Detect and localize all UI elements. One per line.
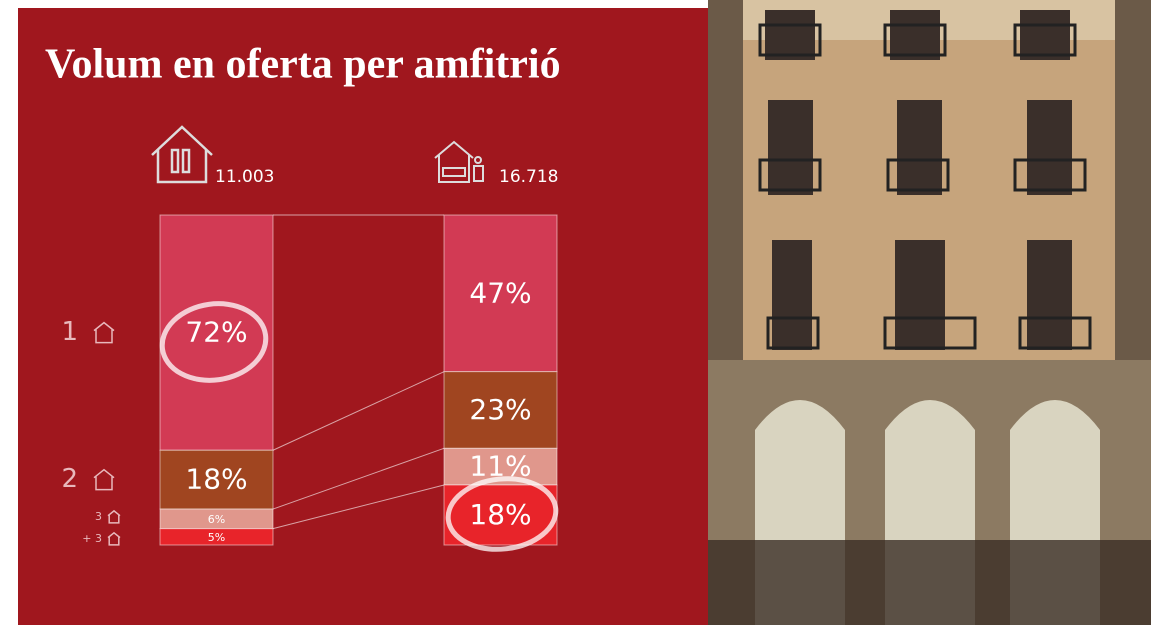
series-name: 2 (61, 464, 78, 494)
series-name: + 3 (82, 532, 102, 545)
bar-segment (443, 214, 558, 373)
value-label: 72% (185, 316, 247, 349)
value-label: 47% (469, 276, 531, 309)
value-label: 23% (469, 393, 531, 426)
total-label: 16.718 (499, 167, 558, 187)
row-icon (93, 321, 115, 344)
photo (708, 0, 1151, 625)
series-name: 3 (95, 510, 102, 523)
bar-segment (159, 528, 274, 546)
offer-icon (434, 140, 484, 183)
title: Volum en oferta per amfitrió (45, 42, 561, 88)
panel (18, 8, 708, 625)
value-label: 6% (208, 513, 225, 526)
value-label: 18% (469, 498, 531, 531)
series-name: 1 (61, 317, 78, 347)
bar-segment (159, 449, 274, 510)
connector (272, 447, 445, 510)
row-icon (93, 468, 115, 491)
value-label: 18% (185, 463, 247, 496)
row-icon (107, 509, 121, 524)
highlight-circle (445, 476, 559, 552)
bar-segment (159, 214, 274, 451)
highlight-circle (159, 301, 269, 383)
value-label: 5% (208, 531, 225, 544)
host-icon (151, 125, 213, 184)
connector (272, 484, 445, 530)
row-icon (107, 531, 121, 546)
bar-segment (443, 371, 558, 449)
connector (272, 371, 445, 451)
total-label: 11.003 (215, 167, 274, 187)
